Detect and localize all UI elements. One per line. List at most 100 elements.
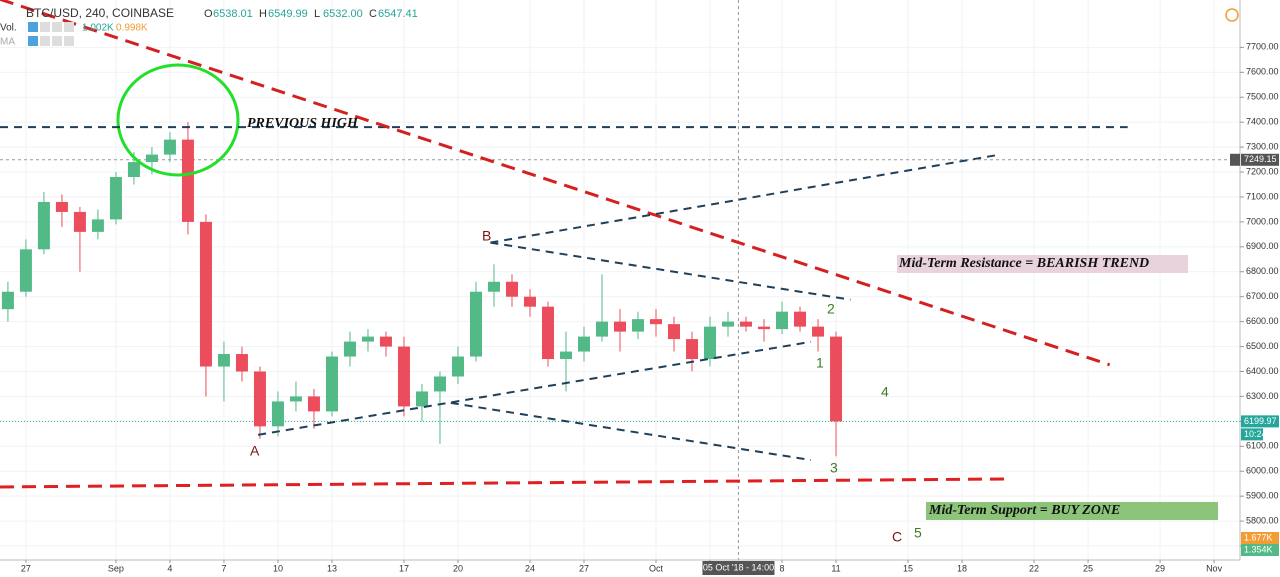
candle-body: [289, 396, 302, 402]
x-tick-label: 15: [903, 563, 913, 573]
axes: 5700.005800.005900.006000.006100.006200.…: [21, 42, 1279, 575]
candle-body: [1, 291, 14, 310]
candle-body: [37, 201, 50, 250]
y-tick-label: 6700.00: [1246, 291, 1279, 301]
wave-label: 4: [881, 384, 889, 400]
candle-body: [433, 376, 446, 392]
candle-body: [253, 371, 266, 427]
indicator-button[interactable]: [64, 22, 74, 32]
candle-body: [523, 296, 536, 307]
y-tick-label: 7300.00: [1246, 141, 1279, 151]
y-tick-label: 5800.00: [1246, 515, 1279, 525]
alert-icon[interactable]: [1225, 8, 1239, 22]
ohlc-value: 6538.01: [213, 8, 253, 20]
highlight-circle: [116, 63, 240, 177]
candle-body: [650, 319, 663, 325]
x-tick-label: 8: [780, 563, 785, 573]
indicator-button[interactable]: [52, 36, 62, 46]
crosshair-price: 7249.15: [1244, 154, 1277, 164]
y-tick-label: 6000.00: [1246, 466, 1279, 476]
x-tick-label: 27: [579, 563, 589, 573]
ma-label: MA: [0, 37, 15, 48]
indicator-button[interactable]: [52, 22, 62, 32]
y-tick-label: 7500.00: [1246, 92, 1279, 102]
ohlc-key: L: [314, 8, 320, 20]
x-tick-label: Sep: [108, 563, 124, 573]
candle-body: [830, 336, 843, 422]
wave-label: B: [482, 228, 491, 244]
trend-line: [450, 401, 811, 462]
ohlc-value: 6549.99: [268, 8, 308, 20]
candle-body: [73, 211, 86, 232]
annotation: Mid-Term Support = BUY ZONE: [928, 503, 1120, 518]
x-tick-label: 10: [273, 563, 283, 573]
candle-body: [307, 396, 320, 412]
last-price-box: [1241, 415, 1279, 428]
marks: [1, 122, 843, 457]
wave-label: 2: [827, 301, 835, 317]
candle-body: [271, 401, 284, 427]
y-tick-label: 6800.00: [1246, 266, 1279, 276]
indicator-button[interactable]: [28, 36, 38, 46]
candle-body: [163, 139, 176, 155]
wave-label: C: [892, 529, 902, 545]
candle-body: [686, 339, 699, 360]
indicator-button[interactable]: [40, 22, 50, 32]
y-tick-label: 5900.00: [1246, 491, 1279, 501]
support-box: [926, 502, 1218, 520]
ohlc-value: 6547.41: [378, 8, 418, 20]
candle-body: [397, 346, 410, 407]
volume-label-box: [1241, 532, 1279, 544]
volume-label: 1.354K: [1244, 544, 1273, 554]
candle-body: [109, 177, 122, 220]
y-tick-label: 7100.00: [1246, 191, 1279, 201]
crosshair-plus: [1230, 153, 1240, 166]
candle-body: [145, 154, 158, 163]
header: BTC/USD, 240, COINBASE O 6538.01 H 6549.99 L 6…: [0, 6, 418, 47]
indicator-button[interactable]: [40, 36, 50, 46]
resistance-box: [897, 255, 1188, 273]
y-tick-label: 6300.00: [1246, 391, 1279, 401]
candle-body: [415, 391, 428, 407]
candle-body: [722, 321, 735, 327]
y-tick-label: 6400.00: [1246, 366, 1279, 376]
x-tick-label: 18: [957, 563, 967, 573]
trend-line: [490, 241, 851, 301]
y-tick-label: 7600.00: [1246, 67, 1279, 77]
candle-body: [595, 321, 608, 337]
crosshair-time: 05 Oct '18 - 14:00: [703, 562, 774, 572]
candle-body: [559, 351, 572, 360]
x-tick-label: Nov: [1206, 563, 1223, 573]
candle-body: [812, 326, 825, 337]
candle-body: [199, 221, 212, 367]
wave-label: 3: [830, 460, 838, 476]
candle-body: [325, 356, 338, 412]
candle-body: [19, 249, 32, 292]
indicator-button[interactable]: [28, 22, 38, 32]
y-tick-label: 7200.00: [1246, 166, 1279, 176]
x-tick-label: 13: [327, 563, 337, 573]
candle-body: [451, 356, 464, 377]
symbol: BTC/USD, 240, COINBASE: [26, 6, 174, 20]
countdown-box: [1241, 428, 1263, 441]
volume-label: 1.677K: [1244, 532, 1273, 542]
candle-body: [632, 319, 645, 332]
candle-body: [217, 354, 230, 367]
ohlc-key: O: [204, 8, 213, 20]
wave-label: 5: [914, 525, 922, 541]
candle-body: [361, 336, 374, 342]
y-tick-label: 6600.00: [1246, 316, 1279, 326]
time-box: [702, 561, 775, 575]
indicator-button[interactable]: [64, 36, 74, 46]
annotation: PREVIOUS HIGH: [247, 116, 359, 131]
annotation: Mid-Term Resistance = BEARISH TREND: [898, 256, 1149, 271]
crosshair-price-box: [1241, 153, 1279, 166]
candle-body: [740, 321, 753, 327]
x-tick-label: 29: [1155, 563, 1165, 573]
candle-body: [55, 201, 68, 212]
vol-value: 0.998K: [116, 23, 148, 34]
candle-body: [505, 281, 518, 297]
wave-label: 1: [816, 355, 824, 371]
